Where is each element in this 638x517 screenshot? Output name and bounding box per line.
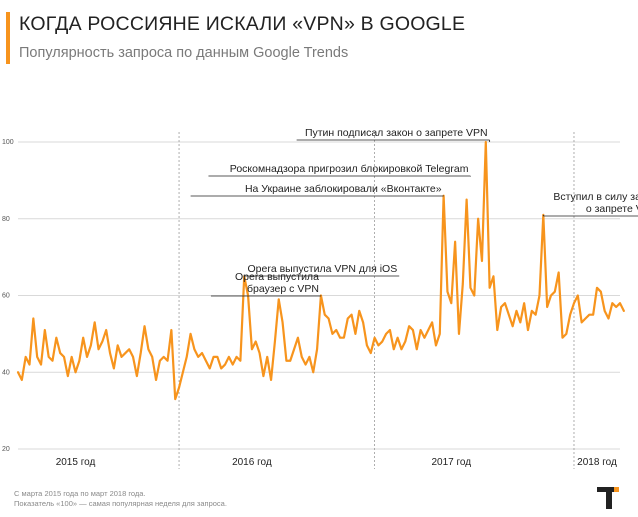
y-tick-label-40: 40 — [2, 369, 10, 376]
chart-subtitle: Популярность запроса по данным Google Tr… — [19, 45, 349, 61]
year-label-3: 2017 год — [431, 457, 471, 468]
annotation-label-2: Opera выпустила — [235, 271, 319, 283]
y-tick-label-60: 60 — [2, 293, 10, 300]
title-accent-bar — [6, 12, 10, 64]
annotation-label-4: Роскомнадзора пригрозил блокировкой Tele… — [230, 163, 469, 175]
y-tick-label-80: 80 — [2, 216, 10, 223]
footnote-explanation: Показатель «100» — самая популярная неде… — [14, 499, 227, 508]
annotation-label-6: Вступил в силу закон — [553, 191, 638, 203]
year-label-1: 2015 год — [56, 457, 96, 468]
annotation-label-2-line2: браузер с VPN — [247, 283, 319, 295]
t-logo-icon — [597, 487, 619, 509]
y-tick-label-100: 100 — [2, 139, 14, 146]
annotation-label-5: Путин подписал закон о запрете VPN — [305, 127, 488, 139]
chart-title: КОГДА РОССИЯНЕ ИСКАЛИ «VPN» В GOOGLE — [19, 13, 466, 35]
annotation-label-3: На Украине заблокировали «Вконтакте» — [245, 183, 442, 195]
y-tick-label-20: 20 — [2, 446, 10, 453]
year-label-4: 2018 год — [577, 457, 617, 468]
annotation-label-1: Opera выпустила VPN для iOS — [248, 263, 398, 275]
footnote-period: С марта 2015 года по март 2018 года. — [14, 489, 146, 498]
annotation-label-6-line2: о запрете VPN — [586, 203, 638, 215]
year-label-2: 2016 год — [232, 457, 272, 468]
